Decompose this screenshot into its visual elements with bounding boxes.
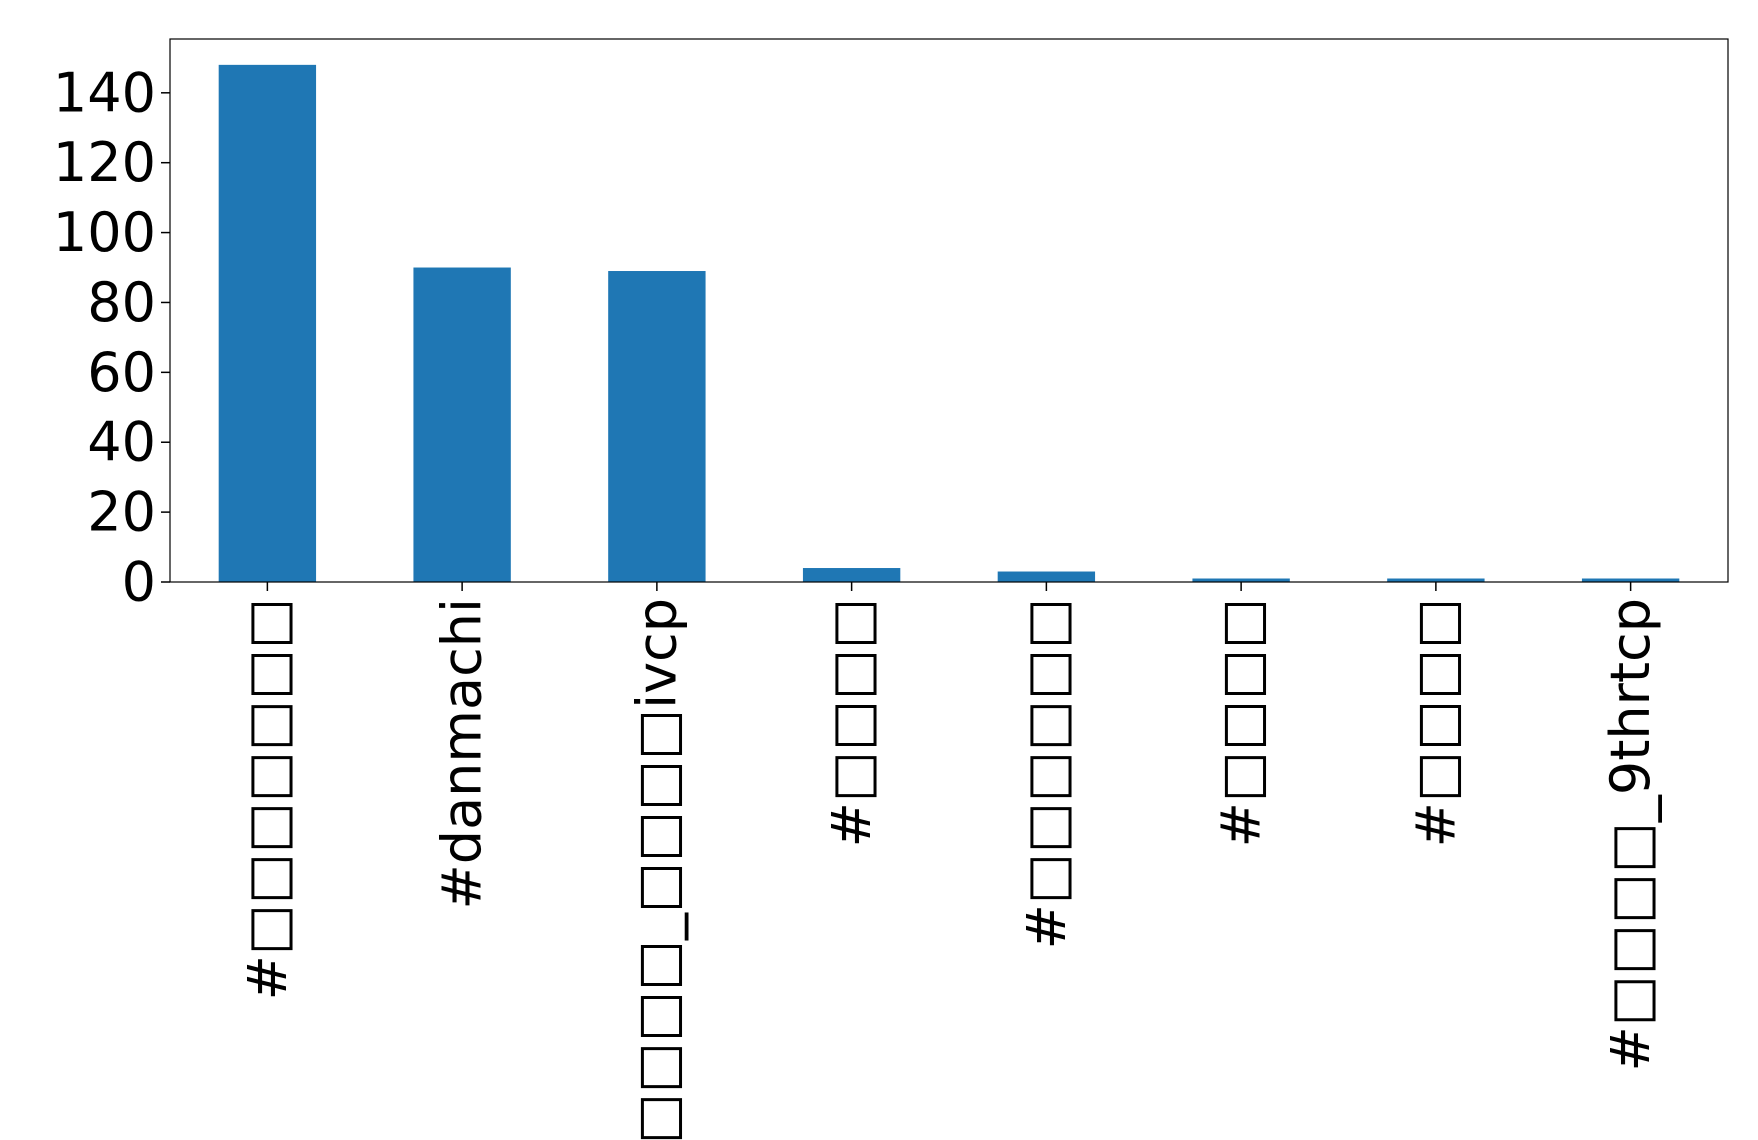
bar [413,267,511,582]
bar [218,64,317,583]
y-tick-label: 80 [87,271,156,334]
x-tick-label: #danmachi [431,598,494,909]
x-tick-label: #□□□□_□□□□ivcp [625,598,688,1140]
bar [1192,578,1290,582]
y-tick-label: 100 [53,201,156,264]
bar [997,571,1096,582]
y-tick-label: 60 [87,341,156,404]
bar [802,568,901,582]
bar [1581,578,1680,582]
x-tick-label: #□□□□□□□ [236,598,299,1000]
bar [608,271,706,582]
y-tick-label: 120 [53,131,156,194]
x-tick-label: #□□□□ [820,598,883,847]
x-tick-label: #□□□□□□ [1015,598,1078,949]
y-tick-label: 0 [122,551,156,614]
y-tick-label: 140 [53,61,156,124]
y-tick-label: 20 [87,481,156,544]
x-tick-label: #□□□□ [1210,598,1273,847]
x-tick-label: #□□□□ [1404,598,1467,847]
bar [1387,578,1485,582]
x-tick-label: #□□□□_9thrtcp [1599,598,1662,1071]
plot-frame [169,38,1729,583]
y-tick-label: 40 [87,411,156,474]
